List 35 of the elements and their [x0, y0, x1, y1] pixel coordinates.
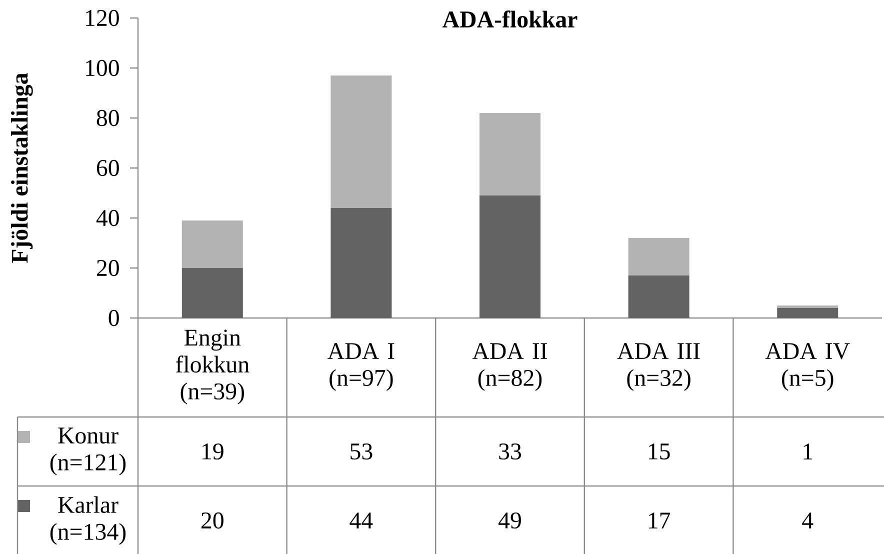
- data-label: 15: [648, 443, 670, 460]
- bar: [330, 208, 392, 318]
- data-label: 49: [498, 512, 521, 529]
- data-label: 20: [201, 512, 224, 529]
- x-tick-label: ADA II (n=82): [472, 343, 547, 391]
- legend-label: Konur (n=121): [50, 428, 126, 476]
- y-tick-label: 20: [96, 260, 119, 276]
- data-label: 53: [350, 443, 372, 460]
- data-label: 17: [648, 512, 670, 528]
- y-tick-label: 100: [86, 60, 119, 76]
- bar: [480, 112, 541, 196]
- x-tick-label: ADA IV (n=5): [765, 343, 850, 391]
- bar: [182, 268, 243, 318]
- data-label: 44: [350, 512, 373, 528]
- y-tick-label: 80: [96, 110, 119, 126]
- bar: [777, 308, 838, 318]
- data-label: 33: [499, 443, 522, 460]
- bar: [182, 220, 243, 268]
- data-label: 19: [202, 443, 224, 460]
- data-label: 1: [804, 444, 812, 460]
- x-tick-label: Engin flokkun (n=39): [176, 330, 250, 404]
- bar: [628, 238, 690, 276]
- bar: [628, 276, 690, 318]
- y-tick-label: 120: [86, 10, 119, 26]
- y-tick-label: 60: [96, 160, 119, 176]
- y-tick-label: 40: [96, 210, 119, 226]
- bar: [330, 75, 392, 208]
- x-tick-label: ADA III (n=32): [617, 343, 700, 391]
- chart-title: ADA-flokkar: [442, 10, 578, 28]
- bar: [480, 196, 541, 318]
- y-axis-title: Fjöldi einstaklinga: [10, 73, 33, 263]
- legend-label: Karlar (n=134): [50, 496, 126, 545]
- x-tick-label: ADA I (n=97): [328, 343, 394, 391]
- data-label: 4: [802, 512, 814, 528]
- y-tick-label: 0: [108, 310, 119, 326]
